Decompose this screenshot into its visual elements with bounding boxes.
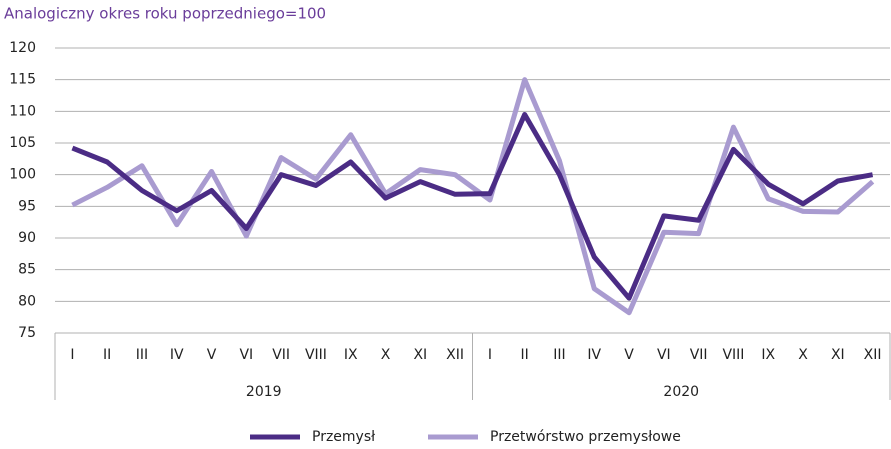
x-tick-label: III bbox=[553, 347, 565, 363]
series-line bbox=[71, 77, 875, 316]
x-tick-label: VII bbox=[272, 347, 290, 363]
y-tick-label: 90 bbox=[18, 230, 36, 246]
legend-label: Przemysł bbox=[312, 429, 375, 445]
x-tick-label: VII bbox=[690, 347, 708, 363]
x-tick-label: V bbox=[207, 347, 217, 363]
x-tick-label: XI bbox=[831, 347, 845, 363]
x-tick-label: IX bbox=[344, 347, 358, 363]
y-tick-label: 110 bbox=[9, 103, 36, 119]
x-tick-label: II bbox=[521, 347, 529, 363]
x-tick-label: V bbox=[624, 347, 634, 363]
group-label: 2020 bbox=[663, 384, 699, 400]
y-tick-label: 105 bbox=[9, 135, 36, 151]
y-tick-label: 100 bbox=[9, 167, 36, 183]
x-tick-label: VIII bbox=[305, 347, 327, 363]
x-tick-label: IV bbox=[170, 347, 184, 363]
y-tick-label: 115 bbox=[9, 72, 36, 88]
x-tick-label: VI bbox=[239, 347, 253, 363]
y-tick-label: 95 bbox=[18, 198, 36, 214]
x-tick-label: XI bbox=[413, 347, 427, 363]
y-tick-label: 80 bbox=[18, 293, 36, 309]
x-tick-label: VI bbox=[657, 347, 671, 363]
x-tick-label: I bbox=[488, 347, 492, 363]
y-tick-label: 75 bbox=[18, 325, 36, 341]
x-tick-label: X bbox=[381, 347, 391, 363]
y-tick-label: 85 bbox=[18, 262, 36, 278]
x-tick-label: IV bbox=[587, 347, 601, 363]
legend-label: Przetwórstwo przemysłowe bbox=[490, 429, 681, 445]
group-label: 2019 bbox=[246, 384, 282, 400]
series-line bbox=[71, 112, 874, 301]
x-tick-label: II bbox=[103, 347, 111, 363]
chart-title: Analogiczny okres roku poprzedniego=100 bbox=[4, 5, 326, 23]
x-tick-label: I bbox=[70, 347, 74, 363]
x-tick-label: III bbox=[136, 347, 148, 363]
x-tick-label: VIII bbox=[722, 347, 744, 363]
x-tick-label: XII bbox=[446, 347, 464, 363]
x-tick-label: XII bbox=[864, 347, 882, 363]
x-tick-label: X bbox=[798, 347, 808, 363]
x-tick-label: IX bbox=[761, 347, 775, 363]
y-tick-label: 120 bbox=[9, 40, 36, 56]
